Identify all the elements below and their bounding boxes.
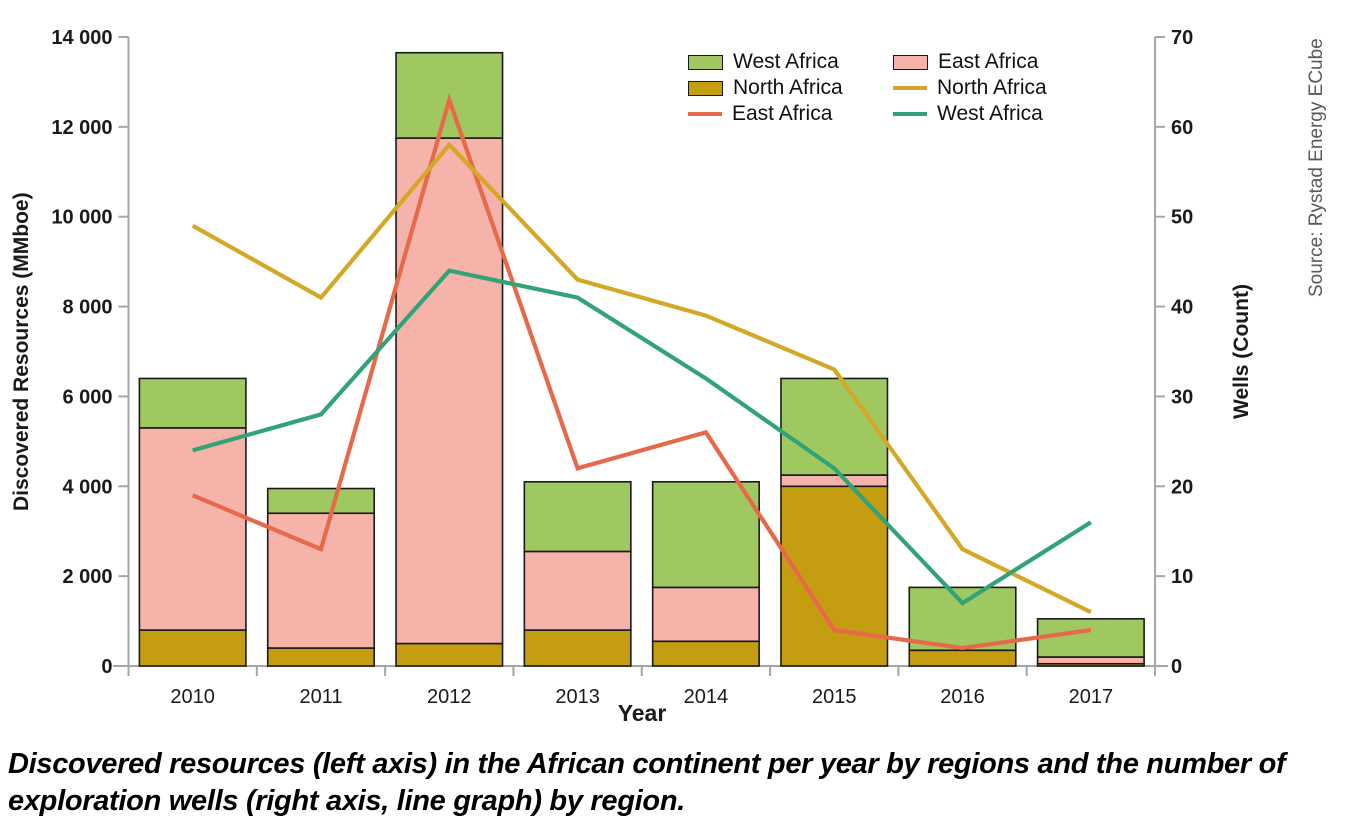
svg-text:60: 60 bbox=[1171, 117, 1193, 139]
bar-segment-west-africa-2016 bbox=[908, 586, 1017, 652]
legend-label: North Africa bbox=[733, 76, 843, 99]
bar-segment-east-africa-2015 bbox=[780, 474, 889, 488]
west-africa-line-swatch bbox=[893, 112, 927, 116]
svg-text:2011: 2011 bbox=[299, 686, 342, 708]
bar-segment-north-africa-2011 bbox=[266, 647, 376, 667]
east-africa-line-swatch bbox=[688, 112, 722, 116]
legend-item-north-africa-line: North Africa bbox=[893, 75, 1047, 101]
bar-segment-east-africa-2017 bbox=[1036, 656, 1145, 665]
chart-legend: West Africa North Africa East Africa Eas… bbox=[688, 49, 1047, 127]
svg-text:0: 0 bbox=[1171, 656, 1182, 678]
legend-column-1: West Africa North Africa East Africa bbox=[688, 49, 893, 127]
svg-text:2015: 2015 bbox=[812, 686, 857, 708]
legend-label: West Africa bbox=[733, 50, 839, 73]
bar-segment-west-africa-2017 bbox=[1036, 618, 1145, 658]
bar-segment-north-africa-2016 bbox=[908, 649, 1017, 667]
svg-text:10: 10 bbox=[1171, 566, 1193, 588]
x-axis-title: Year bbox=[617, 700, 667, 726]
north-africa-line-swatch bbox=[893, 86, 927, 90]
svg-text:30: 30 bbox=[1171, 386, 1193, 408]
bar-segment-north-africa-2010 bbox=[138, 629, 247, 667]
legend-label: North Africa bbox=[937, 76, 1047, 99]
bar-segment-north-africa-2012 bbox=[395, 642, 504, 667]
svg-text:2010: 2010 bbox=[170, 686, 215, 708]
right-axis-title: Wells (Count) bbox=[1230, 284, 1253, 419]
legend-item-west-africa-bar: West Africa bbox=[688, 49, 893, 75]
legend-item-east-africa-bar: East Africa bbox=[893, 49, 1047, 75]
bar-segment-east-africa-2014 bbox=[651, 586, 760, 643]
west-africa-bar-swatch bbox=[688, 54, 723, 70]
svg-text:2 000: 2 000 bbox=[62, 566, 112, 588]
well-count-lines bbox=[191, 92, 1092, 651]
svg-text:2017: 2017 bbox=[1069, 686, 1114, 708]
source-label: Source: Rystad Energy ECube bbox=[1306, 38, 1327, 297]
line-north-africa bbox=[191, 141, 1092, 614]
bar-segment-north-africa-2014 bbox=[651, 640, 760, 667]
svg-text:4 000: 4 000 bbox=[62, 476, 112, 498]
legend-item-west-africa-line: West Africa bbox=[893, 101, 1047, 127]
line-west-africa bbox=[192, 268, 1092, 606]
figure-caption: Discovered resources (left axis) in the … bbox=[8, 748, 1286, 817]
svg-text:12 000: 12 000 bbox=[51, 117, 112, 139]
legend-label: East Africa bbox=[732, 102, 833, 125]
bar-segment-east-africa-2013 bbox=[523, 550, 632, 631]
legend-label: West Africa bbox=[937, 102, 1043, 125]
bar-segment-north-africa-2013 bbox=[523, 629, 632, 667]
svg-text:8 000: 8 000 bbox=[62, 297, 112, 319]
svg-text:2012: 2012 bbox=[427, 686, 472, 708]
bar-segment-east-africa-2010 bbox=[138, 427, 247, 631]
legend-item-east-africa-line: East Africa bbox=[688, 101, 893, 127]
bar-segment-east-africa-2012 bbox=[395, 137, 504, 645]
bar-segment-west-africa-2014 bbox=[651, 480, 760, 589]
east-africa-bar-swatch bbox=[893, 54, 928, 70]
line-east-africa bbox=[191, 92, 1092, 651]
svg-text:6 000: 6 000 bbox=[62, 386, 112, 408]
svg-text:0: 0 bbox=[101, 656, 112, 678]
left-axis-title: Discovered Resources (MMboe) bbox=[10, 192, 33, 511]
chart-plot-area: 0 2 000 4 000 6 000 8 000 10 000 12 000 14 000 0… bbox=[51, 27, 1193, 708]
svg-text:20: 20 bbox=[1171, 476, 1193, 498]
bar-segment-west-africa-2010 bbox=[138, 377, 247, 429]
svg-text:70: 70 bbox=[1171, 27, 1193, 49]
svg-text:2016: 2016 bbox=[940, 686, 985, 708]
legend-item-north-africa-bar: North Africa bbox=[688, 75, 893, 101]
bar-segment-west-africa-2011 bbox=[266, 487, 376, 515]
svg-text:10 000: 10 000 bbox=[51, 207, 112, 229]
svg-text:2013: 2013 bbox=[555, 686, 600, 708]
bar-segment-west-africa-2015 bbox=[780, 377, 889, 476]
stacked-bars bbox=[138, 51, 1145, 667]
legend-column-2: East Africa North Africa West Africa bbox=[893, 49, 1047, 127]
svg-text:40: 40 bbox=[1171, 297, 1193, 319]
bar-segment-west-africa-2013 bbox=[523, 480, 632, 553]
svg-text:2014: 2014 bbox=[684, 686, 729, 708]
svg-text:14 000: 14 000 bbox=[51, 27, 112, 49]
svg-text:50: 50 bbox=[1171, 207, 1193, 229]
north-africa-bar-swatch bbox=[688, 80, 723, 96]
legend-label: East Africa bbox=[938, 50, 1039, 73]
